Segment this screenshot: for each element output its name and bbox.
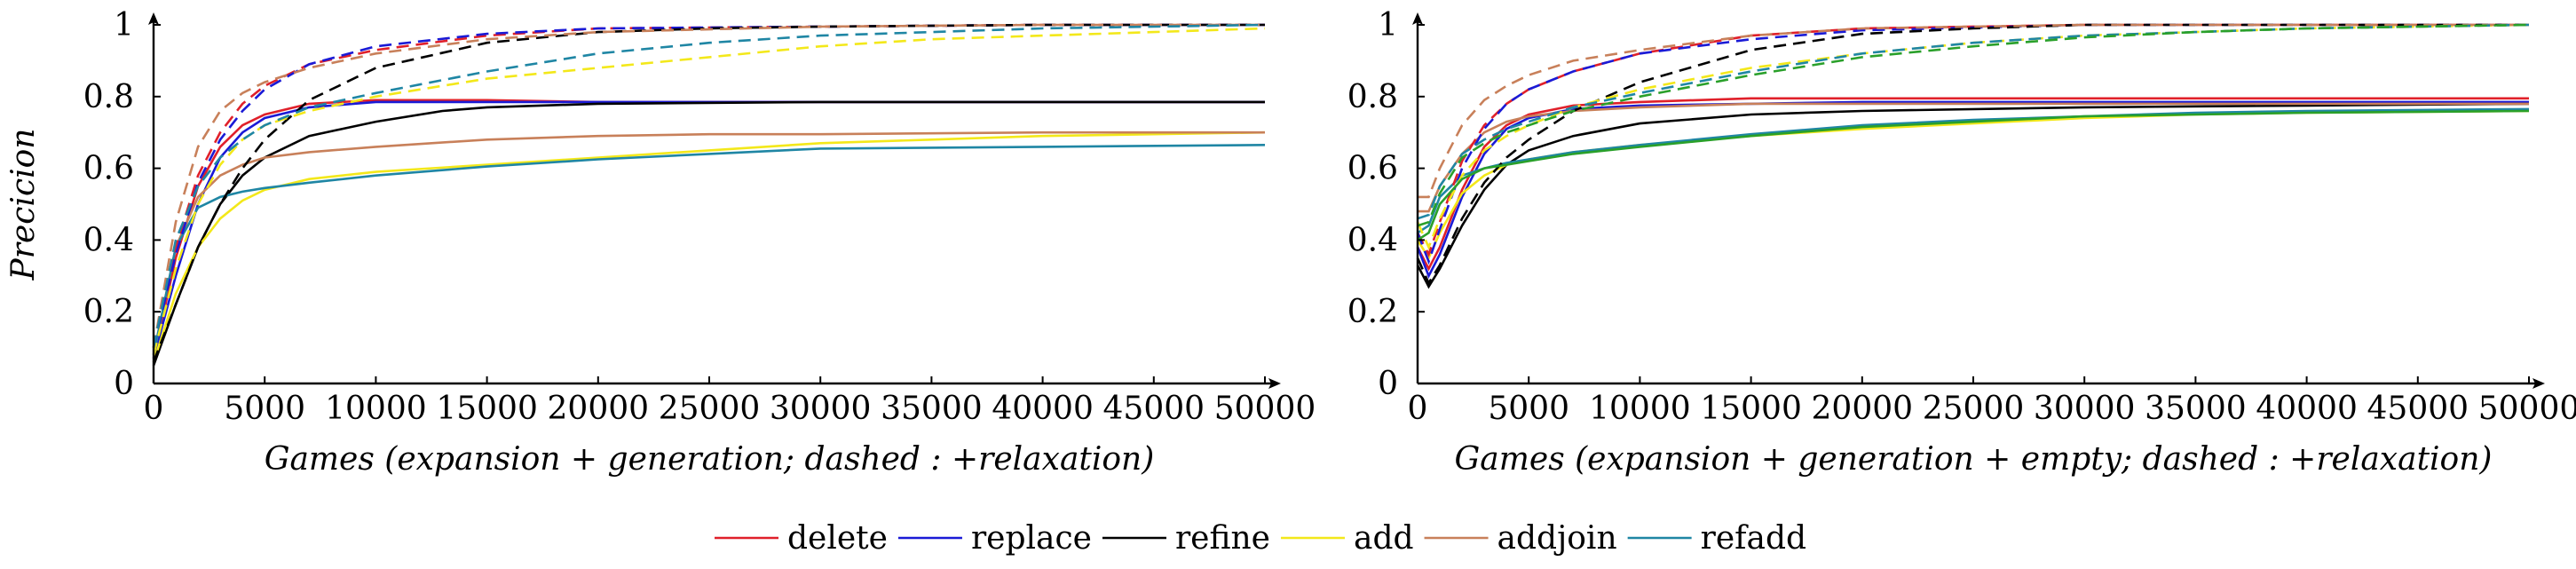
x-tick-label: 5000 [1488, 391, 1569, 427]
series-line-replace [152, 100, 1265, 360]
y-tick-label: 1 [114, 7, 134, 43]
y-tick-label: 1 [1378, 7, 1398, 43]
legend-label-delete: delete [787, 520, 888, 557]
x-tick-label: 5000 [224, 391, 305, 427]
series-line-relaxation-dashed [1417, 23, 2530, 227]
y-tick-label: 0.2 [1347, 294, 1398, 330]
legend-label-replace: replace [971, 520, 1092, 557]
x-axis-arrow [2533, 378, 2545, 389]
x-tick-label: 15000 [436, 391, 538, 427]
x-tick-label: 35000 [2145, 391, 2247, 427]
x-tick-label: 15000 [1700, 391, 1802, 427]
left-chart: 0 5000 10000 15000 20000 25000 30000 35000 40000… [5, 7, 1316, 478]
series-line-relaxation-dashed [1416, 23, 2529, 265]
y-tick-label: 0.8 [83, 79, 134, 115]
series-line-refine [1416, 102, 2530, 289]
y-tick-label: 0.4 [83, 222, 134, 258]
x-tick-label: 25000 [1923, 391, 2025, 427]
series-line-relaxation-dashed [152, 27, 1266, 356]
series-line-relaxation-dashed [1416, 23, 2529, 286]
x-axis-label: Games (expansion + generation; dashed : … [265, 441, 1155, 478]
y-tick-label: 0.6 [83, 151, 134, 187]
x-tick-label: 0 [1408, 391, 1428, 427]
y-tick-label: 0.8 [1347, 79, 1398, 115]
y-tick-label: 0.2 [83, 294, 134, 330]
series-line-relaxation-dashed [152, 23, 1266, 348]
legend: delete replace refine add addjoin refadd [715, 520, 1806, 557]
x-tick-label: 50000 [1214, 391, 1316, 427]
series-line-delete [1416, 97, 2529, 272]
legend-label-refadd: refadd [1701, 520, 1806, 557]
series-line-relaxation-dashed [152, 23, 1265, 348]
legend-label-refine: refine [1175, 520, 1270, 557]
series-line-relaxation-dashed [1416, 23, 2530, 250]
series-line-relaxation-dashed [152, 23, 1265, 363]
legend-label-add: add [1354, 520, 1414, 557]
x-tick-label: 40000 [992, 391, 1094, 427]
x-tick-label: 0 [144, 391, 164, 427]
y-axis-arrow [148, 12, 159, 25]
y-axis-arrow [1412, 12, 1423, 25]
series-line-addjoin [152, 130, 1265, 355]
series-line-refine [152, 100, 1265, 367]
x-tick-label: 50000 [2478, 391, 2576, 427]
series-line-refadd [1417, 107, 2530, 234]
y-tick-label: 0.6 [1347, 151, 1398, 187]
y-axis-label: Precicion [5, 129, 42, 281]
x-tick-label: 45000 [1103, 391, 1205, 427]
series-line-relaxation-dashed [1416, 23, 2529, 257]
x-tick-label: 10000 [1589, 391, 1691, 427]
y-tick-label: 0 [114, 366, 134, 402]
x-tick-label: 30000 [770, 391, 872, 427]
x-tick-label: 25000 [659, 391, 761, 427]
y-tick-label: 0 [1378, 366, 1398, 402]
x-axis-label: Games (expansion + generation + empty; d… [1455, 441, 2493, 478]
series-line-relaxation [1417, 109, 2530, 241]
series-line-delete [152, 99, 1265, 359]
series-line-add [152, 130, 1266, 363]
x-tick-label: 35000 [881, 391, 983, 427]
series-line-relaxation-dashed [1417, 23, 2530, 220]
x-tick-label: 10000 [325, 391, 427, 427]
series-line-refadd [152, 144, 1266, 355]
y-tick-label: 0.4 [1347, 222, 1398, 258]
x-tick-label: 45000 [2367, 391, 2469, 427]
x-tick-label: 30000 [2034, 391, 2136, 427]
series-line-relaxation-dashed [152, 23, 1265, 348]
right-chart: 0 5000 10000 15000 20000 25000 30000 35000 40000… [1347, 7, 2576, 478]
x-tick-label: 20000 [548, 391, 650, 427]
legend-label-addjoin: addjoin [1497, 520, 1617, 557]
series-line-replace [1416, 100, 2529, 279]
x-axis-arrow [1268, 378, 1281, 389]
series-line-relaxation-dashed [152, 23, 1265, 348]
series-line-relaxation-dashed [1418, 23, 2529, 199]
x-tick-label: 40000 [2256, 391, 2358, 427]
x-tick-label: 20000 [1812, 391, 1914, 427]
